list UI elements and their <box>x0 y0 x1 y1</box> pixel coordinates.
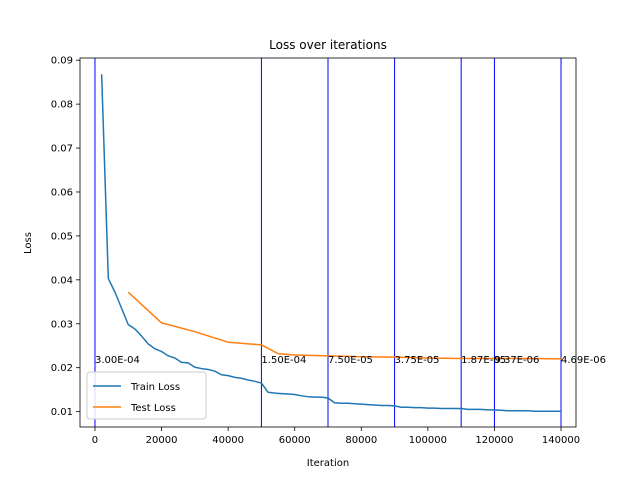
y-tick-label: 0.01 <box>51 407 73 418</box>
x-tick-label: 120000 <box>475 435 513 446</box>
learning-rate-labels: 3.00E-04 1.50E-04 7.50E-05 3.75E-05 1.87E-05… <box>95 355 606 366</box>
legend-label: Train Loss <box>130 382 180 393</box>
learning-rate-lines <box>94 58 562 427</box>
legend-label: Test Loss <box>130 403 176 414</box>
x-tick-label: 100000 <box>409 435 447 446</box>
x-tick-label: 20000 <box>146 435 178 446</box>
x-tick-label: 140000 <box>542 435 580 446</box>
lr-label: 3.00E-04 <box>95 355 140 366</box>
y-tick-label: 0.04 <box>51 275 73 286</box>
series-line-train-loss <box>100 74 562 412</box>
x-tick-label: 60000 <box>279 435 311 446</box>
series-layer <box>100 74 562 412</box>
x-axis-ticks: 0 20000 40000 60000 80000 100000 120000 140000 <box>92 427 580 446</box>
lr-label: 9.37E-06 <box>494 355 539 366</box>
y-axis-ticks: 0.01 0.02 0.03 0.04 0.05 0.06 0.07 0.08 0.09 <box>51 56 80 418</box>
lr-label: 7.50E-05 <box>328 355 373 366</box>
x-tick-label: 80000 <box>345 435 377 446</box>
y-tick-label: 0.03 <box>51 319 73 330</box>
lr-label: 1.50E-04 <box>261 355 306 366</box>
legend: Train Loss Test Loss <box>86 371 207 420</box>
y-tick-label: 0.06 <box>51 187 73 198</box>
lr-label: 4.69E-06 <box>561 355 606 366</box>
y-axis-title: Loss <box>23 232 34 254</box>
series-line-test-loss <box>127 291 562 360</box>
lr-label: 1.87E-05 <box>461 355 506 366</box>
y-tick-label: 0.09 <box>51 56 73 67</box>
y-tick-label: 0.02 <box>51 363 73 374</box>
y-tick-label: 0.05 <box>51 231 73 242</box>
x-tick-label: 0 <box>92 435 98 446</box>
y-tick-label: 0.08 <box>51 100 73 111</box>
plot-frame <box>79 57 577 428</box>
y-tick-label: 0.07 <box>51 144 73 155</box>
x-axis-title: Iteration <box>307 458 349 469</box>
x-tick-label: 40000 <box>212 435 244 446</box>
lr-label: 3.75E-05 <box>395 355 440 366</box>
chart-title: Loss over iterations <box>269 38 387 52</box>
